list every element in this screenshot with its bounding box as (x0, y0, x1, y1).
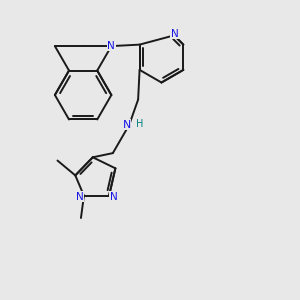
Text: N: N (76, 192, 83, 202)
Text: H: H (136, 119, 143, 129)
Text: N: N (107, 40, 115, 50)
Text: N: N (123, 120, 131, 130)
Text: N: N (110, 192, 117, 202)
Text: N: N (171, 29, 178, 39)
